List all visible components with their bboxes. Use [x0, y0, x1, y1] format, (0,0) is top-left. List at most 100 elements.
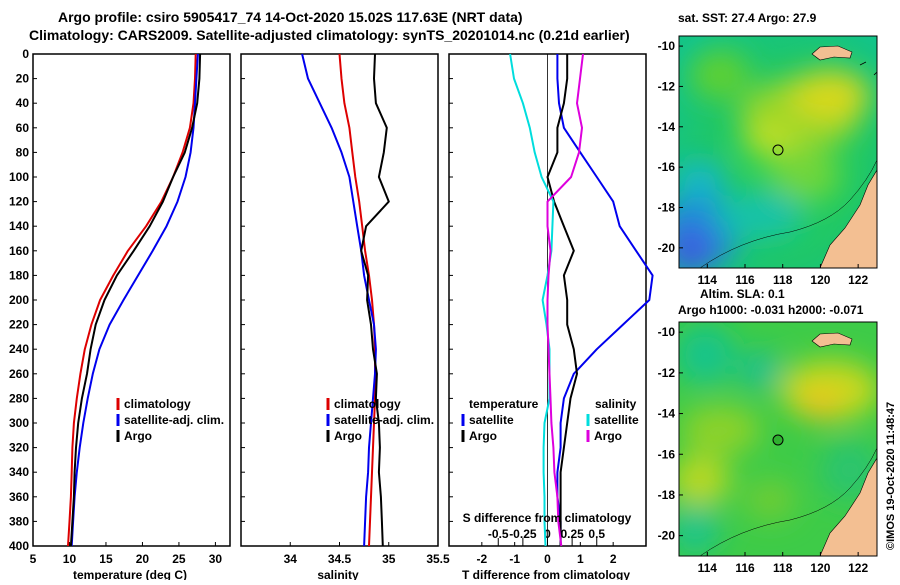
legend-satellite-label: satellite-adj. clim. [334, 413, 434, 427]
y-tick-label: 160 [9, 244, 29, 258]
y-tick-label: 80 [16, 145, 30, 159]
series-temperature-argo [546, 54, 578, 546]
y-tick-label: 220 [9, 318, 29, 332]
difference-legend: temperature satellite Argo salinity sate… [461, 397, 639, 443]
temperature-xlabel: temperature (deg C) [73, 568, 187, 580]
x-tick-label: 34 [284, 552, 298, 566]
y-tick-label: 60 [16, 121, 30, 135]
y-tick-label: 300 [9, 416, 29, 430]
s-tick-label: 0 [544, 527, 551, 541]
x-tick-label: -1 [509, 552, 520, 566]
y-tick-label: 320 [9, 441, 29, 455]
y-tick-label: 100 [9, 170, 29, 184]
map-x-tick-label: 122 [848, 561, 868, 575]
x-tick-label: 1 [577, 552, 584, 566]
map-x-tick-label: 120 [810, 273, 830, 287]
legend-argo-label: Argo [334, 429, 362, 443]
x-tick-label: 5 [30, 552, 37, 566]
s-tick-label: 0.25 [560, 527, 584, 541]
salinity-legend: climatology satellite-adj. clim. Argo [326, 397, 434, 443]
map-y-tick-label: -18 [658, 488, 676, 502]
sla-label: Altim. SLA: 0.1 [700, 287, 785, 301]
map-y-tick-label: -20 [658, 241, 676, 255]
map-y-tick-label: -14 [658, 407, 676, 421]
y-tick-label: 340 [9, 465, 29, 479]
argo-position-marker [772, 144, 784, 156]
map-x-tick-label: 118 [773, 561, 793, 575]
sst-map: sat. SST: 27.4 Argo: 27.9 114 116 118 120 12… [658, 11, 878, 301]
map-y-tick-label: -14 [658, 120, 676, 134]
legend-salinity-header: salinity [595, 397, 637, 411]
y-tick-label: 180 [9, 268, 29, 282]
sla-island [811, 332, 853, 348]
legend-s-argo-label: Argo [594, 429, 622, 443]
series-salinity-argo [546, 53, 584, 547]
legend-t-argo-label: Argo [469, 429, 497, 443]
s-tick-label: 0.5 [588, 527, 605, 541]
legend-t-satellite-label: satellite [469, 413, 514, 427]
sla-map: Argo h1000: -0.031 h2000: -0.071 114 116 1… [658, 303, 878, 575]
salinity-xlabel: salinity [317, 568, 359, 580]
x-tick-label: 35 [382, 552, 396, 566]
difference-xlabel: T difference from climatology [462, 568, 630, 580]
x-tick-label: -2 [476, 552, 487, 566]
x-tick-label: 35.5 [426, 552, 450, 566]
map-y-tick-label: -16 [658, 160, 676, 174]
x-tick-label: 20 [136, 552, 150, 566]
series-temperature-satellite [556, 54, 654, 546]
map-y-tick-label: -10 [658, 39, 676, 53]
map-y-tick-label: -12 [658, 79, 676, 93]
sla-land [819, 457, 877, 556]
y-tick-label: 0 [22, 47, 29, 61]
y-tick-label: 240 [9, 342, 29, 356]
map-y-tick-label: -12 [658, 366, 676, 380]
difference-panel: -2 -1 0 1 2 -0.5 -0.25 0 0.25 0.5 T difference f… [448, 53, 654, 582]
x-tick-label: 25 [172, 552, 186, 566]
y-tick-label: 280 [9, 391, 29, 405]
map-x-tick-label: 122 [848, 273, 868, 287]
y-tick-label: 140 [9, 219, 29, 233]
s-tick-label: -0.25 [509, 527, 537, 541]
s-difference-label: S difference from climatology [463, 511, 632, 525]
x-tick-label: 0 [544, 552, 551, 566]
x-tick-label: 15 [99, 552, 113, 566]
map-y-tick-label: -20 [658, 529, 676, 543]
watermark: ©IMOS 19-Oct-2020 11:48:47 [885, 402, 897, 550]
series-salinity-satellite [509, 53, 555, 547]
legend-climatology-label: climatology [334, 397, 401, 411]
map-x-tick-label: 118 [773, 273, 793, 287]
x-tick-label: 2 [610, 552, 617, 566]
x-tick-label: 30 [209, 552, 223, 566]
sla-map-title: Argo h1000: -0.031 h2000: -0.071 [678, 303, 864, 317]
temperature-legend: climatology satellite-adj. clim. Argo [116, 397, 224, 443]
legend-temperature-header: temperature [469, 397, 539, 411]
series-satellite-adj-clim- [70, 53, 199, 547]
map-x-tick-label: 116 [735, 273, 755, 287]
header-line-2: Climatology: CARS2009. Satellite-adjuste… [29, 27, 630, 43]
y-tick-label: 260 [9, 367, 29, 381]
x-tick-label: 10 [63, 552, 77, 566]
series-argo [360, 53, 390, 547]
salinity-axes-frame [240, 53, 439, 547]
series-climatology [67, 53, 197, 547]
map-x-tick-label: 114 [698, 561, 718, 575]
legend-satellite-label: satellite-adj. clim. [124, 413, 224, 427]
series-climatology [338, 53, 376, 547]
legend-climatology-label: climatology [124, 397, 191, 411]
map-x-tick-label: 116 [735, 561, 755, 575]
y-tick-label: 200 [9, 293, 29, 307]
temperature-axes-frame [32, 53, 231, 547]
sst-island [811, 45, 853, 61]
y-tick-label: 120 [9, 195, 29, 209]
map-y-tick-label: -18 [658, 200, 676, 214]
temperature-panel: 0 20 40 60 80 100 120 140 160 180 200 220 240 260 280 3… [9, 47, 231, 582]
y-tick-label: 380 [9, 514, 29, 528]
legend-argo-label: Argo [124, 429, 152, 443]
salinity-panel: 34 34.5 35 35.5 salinity climatology satell… [240, 53, 450, 582]
header-line-1: Argo profile: csiro 5905417_74 14-Oct-20… [58, 9, 523, 25]
series-argo [69, 53, 202, 547]
map-y-tick-label: -16 [658, 447, 676, 461]
map-y-tick-label: -10 [658, 325, 676, 339]
y-tick-label: 40 [16, 96, 30, 110]
